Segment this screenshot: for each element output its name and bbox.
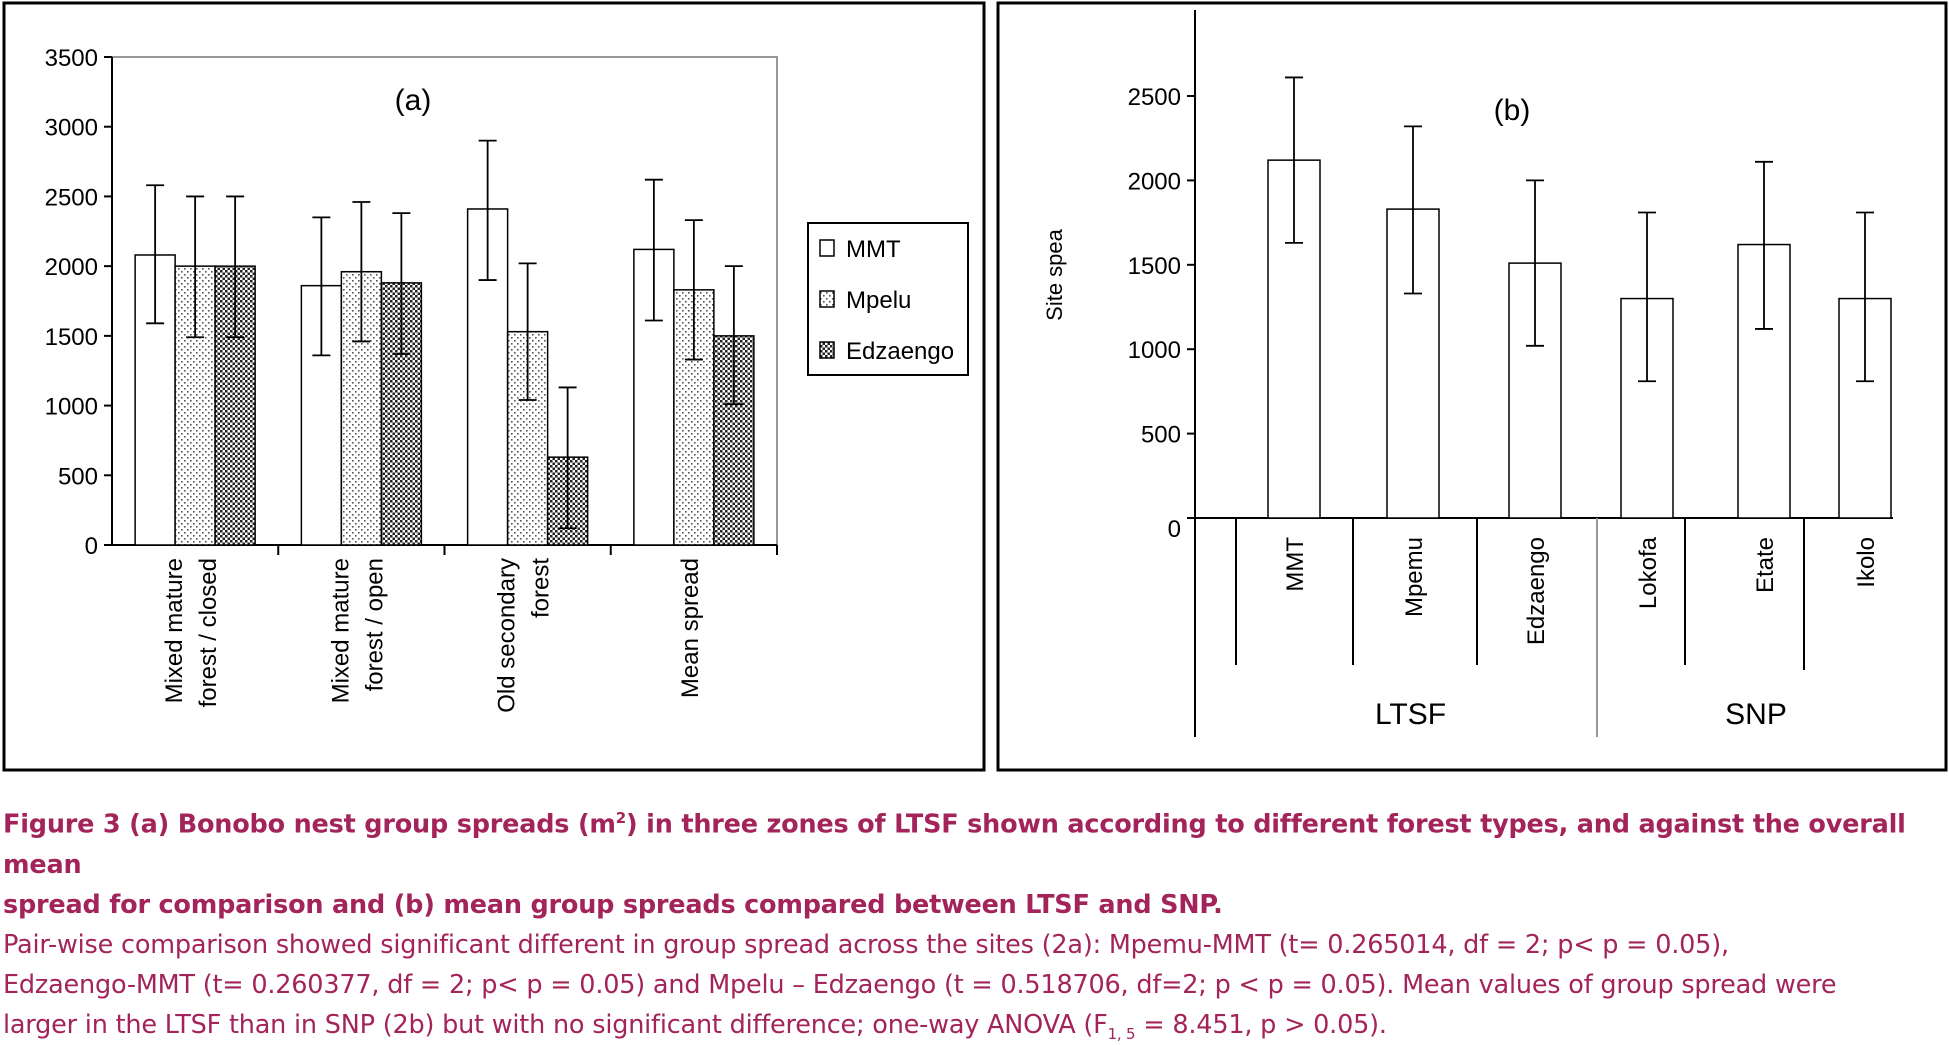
caption-body-line: = 8.451, p > 0.05). (1135, 1009, 1387, 1040)
y-tick-label: 0 (85, 533, 98, 560)
x-tick-label: forest (528, 558, 555, 618)
x-tick-label: Mpemu (1401, 537, 1428, 617)
x-tick-label: forest / closed (195, 558, 222, 707)
legend-swatch (819, 239, 835, 257)
caption-title-part: spread for comparison and (b) mean group… (3, 889, 1223, 920)
x-tick-label: forest / open (361, 558, 388, 691)
caption-title-part: ) in three zones of LTSF shown according… (3, 809, 1906, 880)
bar (1620, 297, 1674, 519)
caption-body-subscript: 1, 5 (1107, 1024, 1136, 1043)
x-tick-label: MMT (1282, 537, 1309, 592)
caption-title-superscript: 2 (615, 809, 627, 827)
caption-title: Figure 3 (a) Bonobo nest group spreads (… (3, 798, 1943, 925)
figure-panels: 0 500 1000 1500 2000 2500 3000 3500 Mixed matur… (2, 1, 1948, 772)
chart-panel-b: 0 500 1000 1500 2000 2500 MMT Mpemu Edzaengo Lok… (996, 1, 1948, 772)
x-tick-label: Etate (1752, 537, 1779, 593)
caption-body-line: Edzaengo-MMT (t= 0.260377, df = 2; p< p … (3, 969, 1837, 1000)
x-tick-label: Ikolo (1853, 537, 1880, 588)
y-tick-label: 3500 (45, 45, 98, 72)
y-tick-label: 500 (1141, 422, 1181, 449)
y-tick-label: 0 (1168, 516, 1181, 543)
figure-caption: Figure 3 (a) Bonobo nest group spreads (… (3, 798, 1943, 1045)
panel-b-label: (b) (1494, 94, 1531, 127)
x-tick-label: Old secondary (494, 558, 521, 713)
y-tick-label: 2000 (45, 254, 98, 281)
legend-swatch (819, 341, 835, 359)
group-label: SNP (1725, 698, 1787, 731)
legend: MMT Mpelu Edzaengo (807, 222, 969, 376)
x-tick-label: Edzaengo (1523, 537, 1550, 645)
y-tick-label: 1500 (45, 324, 98, 351)
caption-body-line: Pair-wise comparison showed significant … (3, 929, 1729, 960)
legend-label: MMT (846, 236, 901, 263)
caption-body: Pair-wise comparison showed significant … (3, 925, 1943, 1045)
y-tick-label: 2500 (1128, 84, 1181, 111)
y-tick-label: 2000 (1128, 168, 1181, 195)
y-tick-label: 3000 (45, 115, 98, 142)
caption-body-line: larger in the LTSF than in SNP (2b) but … (3, 1009, 1108, 1040)
y-tick-label: 500 (58, 463, 98, 490)
y-axis-label: Site spea (1042, 228, 1067, 320)
x-tick-label: Mixed mature (161, 558, 188, 703)
chart-panel-a: 0 500 1000 1500 2000 2500 3000 3500 Mixed matur… (2, 1, 986, 772)
y-tick-label: 1500 (1128, 253, 1181, 280)
panel-a-label: (a) (395, 84, 432, 117)
x-tick-label: Mean spread (677, 558, 704, 698)
y-tick-label: 1000 (45, 394, 98, 421)
legend-label: Edzaengo (846, 338, 954, 365)
legend-swatch (819, 290, 835, 308)
x-tick-label: Lokofa (1635, 536, 1662, 609)
x-tick-label: Mixed mature (327, 558, 354, 703)
y-tick-label: 1000 (1128, 337, 1181, 364)
group-label: LTSF (1375, 698, 1446, 731)
y-tick-label: 2500 (45, 184, 98, 211)
caption-title-part: Figure 3 (a) Bonobo nest group spreads (… (3, 809, 616, 840)
legend-label: Mpelu (846, 287, 911, 314)
